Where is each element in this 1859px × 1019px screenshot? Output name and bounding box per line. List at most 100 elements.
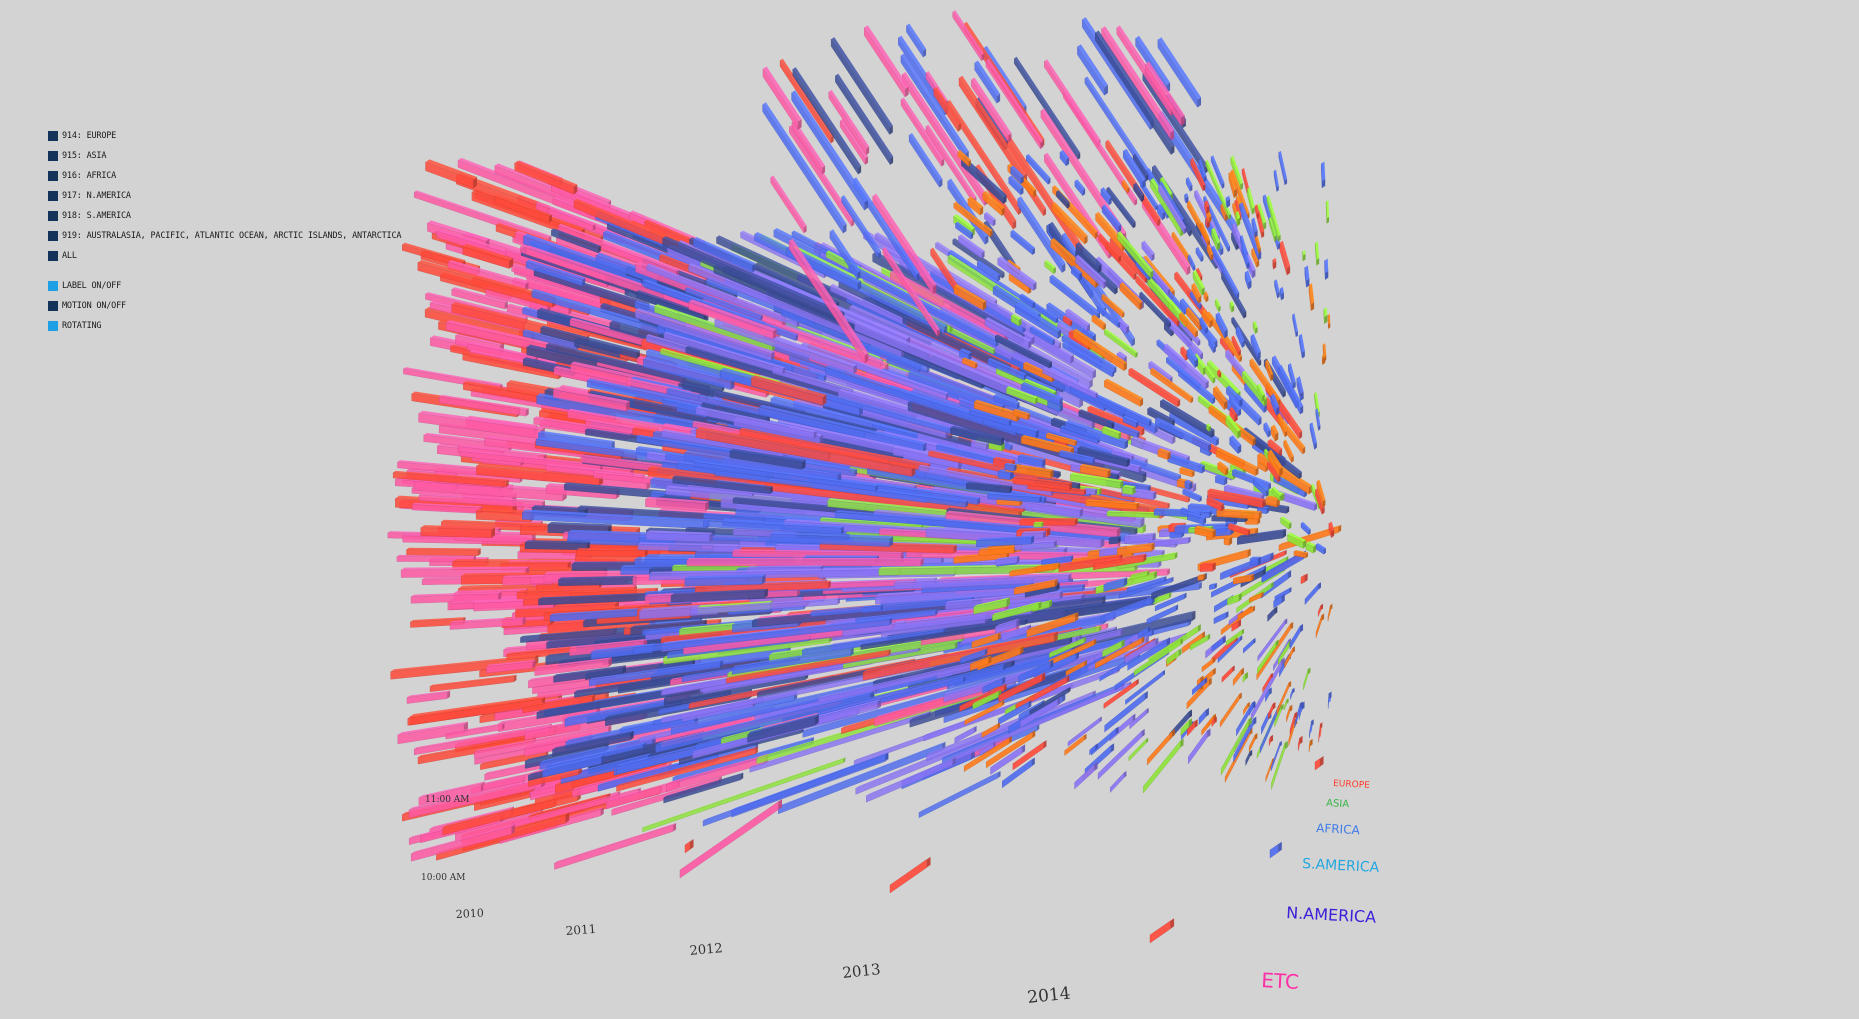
data-bar: [900, 53, 969, 161]
data-bar: [882, 246, 940, 338]
data-bar: [864, 25, 909, 98]
data-bar: [1049, 636, 1087, 658]
checkbox-icon[interactable]: [48, 211, 58, 221]
data-bar: [1303, 667, 1311, 691]
data-bar: [1137, 626, 1151, 638]
data-bar: [1317, 603, 1324, 617]
data-bar: [1297, 735, 1303, 751]
data-bar: [1187, 719, 1198, 737]
data-bar: [1180, 346, 1189, 362]
data-bar: [1221, 271, 1247, 320]
data-bar: [872, 193, 937, 296]
display-toggle-label: ROTATING: [62, 321, 102, 331]
region-filter-4[interactable]: 918: S.AMERICA: [48, 206, 468, 226]
data-bar: [1308, 738, 1313, 753]
display-toggle-1[interactable]: MOTION ON/OFF: [48, 296, 468, 316]
region-filter-1[interactable]: 915: ASIA: [48, 146, 468, 166]
data-bar: [1276, 680, 1292, 716]
data-bar: [1056, 190, 1070, 209]
data-bar: [1274, 703, 1284, 728]
x-tick-label: 2012: [689, 941, 723, 959]
checkbox-icon[interactable]: [48, 301, 58, 311]
data-bar: [747, 714, 819, 743]
region-filter-0[interactable]: 914: EUROPE: [48, 126, 468, 146]
data-bar: [1122, 415, 1139, 428]
data-bar: [1265, 687, 1272, 702]
data-bar: [645, 496, 709, 512]
checkbox-icon[interactable]: [48, 151, 58, 161]
data-bar: [1070, 472, 1124, 489]
region-filter-2[interactable]: 916: AFRICA: [48, 166, 468, 186]
data-bar: [1265, 359, 1274, 381]
data-bar: [554, 823, 677, 870]
data-bar: [1146, 604, 1179, 625]
data-bar: [445, 723, 505, 740]
data-bar: [1184, 192, 1189, 204]
data-bar: [1017, 454, 1046, 467]
data-bar: [1180, 718, 1192, 737]
region-filter-6[interactable]: ALL: [48, 246, 468, 266]
x-tick-label: 2014: [1026, 984, 1071, 1008]
checkbox-icon[interactable]: [48, 191, 58, 201]
data-bar: [1328, 521, 1335, 538]
data-bar: [1078, 409, 1115, 430]
data-bar: [1287, 532, 1307, 549]
data-bar: [1308, 283, 1315, 311]
data-bar: [1035, 562, 1061, 572]
data-bar: [841, 195, 882, 259]
data-bar: [670, 588, 768, 603]
data-bar: [694, 580, 831, 594]
data-bar: [974, 60, 1001, 105]
data-bar: [950, 425, 1004, 446]
checkbox-icon[interactable]: [48, 131, 58, 141]
data-bar: [1213, 611, 1229, 625]
data-bar: [1201, 656, 1216, 673]
data-bar: [1008, 175, 1024, 196]
data-bar: [534, 657, 612, 676]
data-bar: [1072, 328, 1127, 372]
data-bar: [966, 481, 1013, 494]
data-bar: [1026, 154, 1051, 186]
data-bar: [688, 299, 777, 340]
data-bar: [1199, 562, 1216, 572]
data-bar: [1228, 170, 1238, 198]
checkbox-icon[interactable]: [48, 251, 58, 261]
data-bar: [1012, 475, 1073, 491]
data-bar: [1126, 576, 1167, 593]
data-bar: [1185, 177, 1193, 192]
data-bar: [679, 799, 782, 879]
display-toggle-0[interactable]: LABEL ON/OFF: [48, 276, 468, 296]
checkbox-icon[interactable]: [48, 231, 58, 241]
data-bar: [1248, 701, 1256, 716]
data-bar: [1006, 386, 1038, 405]
data-bar: [1122, 484, 1136, 495]
data-bar: [1133, 182, 1145, 203]
data-bar: [1101, 204, 1122, 233]
data-bar: [762, 102, 847, 234]
data-bar: [1229, 300, 1235, 313]
data-bar: [576, 548, 648, 558]
checkbox-icon[interactable]: [48, 321, 58, 331]
data-bar: [1269, 841, 1282, 859]
data-bar: [791, 90, 868, 211]
display-toggle-2[interactable]: ROTATING: [48, 316, 468, 336]
data-bar: [1298, 333, 1305, 359]
checkbox-icon[interactable]: [48, 171, 58, 181]
data-bar: [970, 439, 989, 451]
data-bar: [1093, 553, 1147, 571]
region-filter-5[interactable]: 919: AUSTRALASIA, PACIFIC, ATLANTIC OCEA…: [48, 226, 468, 246]
data-bar: [1074, 761, 1098, 790]
data-bar: [1217, 461, 1229, 476]
data-bar: [995, 334, 1052, 369]
data-bar: [1325, 199, 1330, 224]
data-bar: [1141, 240, 1155, 262]
region-filter-3[interactable]: 917: N.AMERICA: [48, 186, 468, 206]
data-bar: [1108, 536, 1121, 545]
data-bar: [1013, 578, 1058, 595]
data-bar: [1100, 187, 1112, 206]
data-bar: [987, 492, 1042, 503]
data-bar: [1094, 636, 1145, 669]
checkbox-icon[interactable]: [48, 281, 58, 291]
